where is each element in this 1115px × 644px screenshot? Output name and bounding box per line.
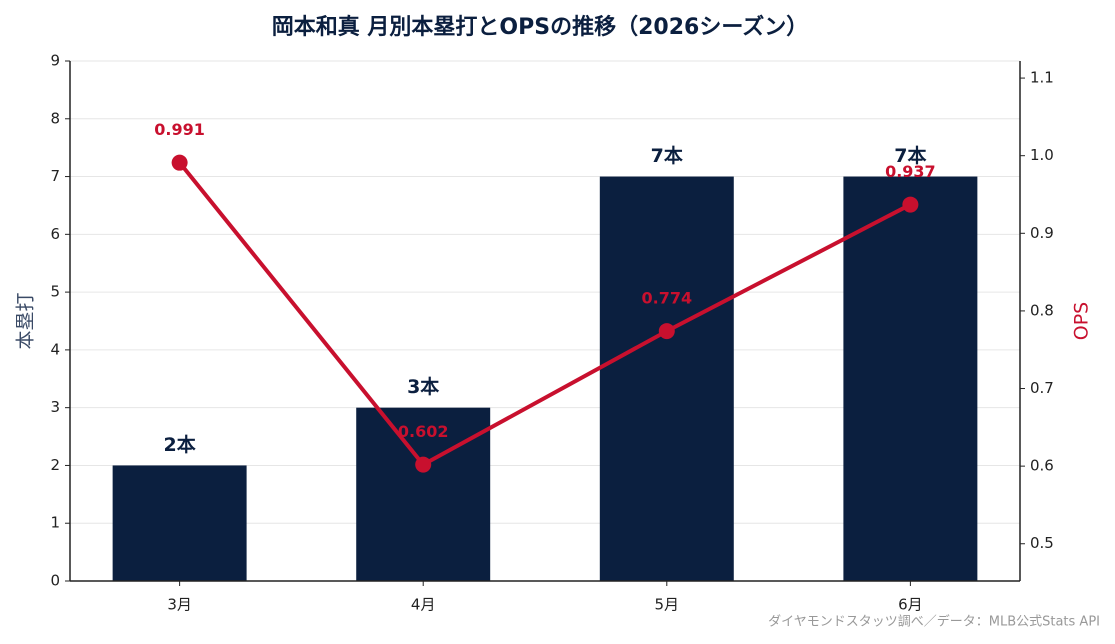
y2-tick-label: 0.5 (1030, 534, 1054, 552)
bar (112, 465, 247, 581)
x-tick-label: 3月 (167, 596, 192, 614)
bar-value-label: 7本 (651, 144, 683, 167)
ops-point (415, 456, 432, 473)
x-tick-label: 4月 (411, 596, 436, 614)
y-tick-label: 6 (50, 225, 60, 243)
bar-value-label: 2本 (163, 433, 195, 456)
y2-tick-label: 0.8 (1030, 301, 1054, 319)
bar-value-label: 3本 (407, 375, 439, 398)
bar (843, 176, 978, 582)
y2-tick-label: 0.9 (1030, 224, 1054, 242)
y2-tick-label: 1.1 (1030, 69, 1054, 87)
y-tick-label: 9 (50, 52, 60, 70)
y-tick-label: 5 (50, 283, 60, 301)
y-tick-label: 0 (50, 572, 60, 590)
y-tick-label: 4 (50, 340, 60, 358)
ops-value-label: 0.937 (885, 162, 936, 181)
bar (599, 176, 734, 582)
y-axis-label: 本塁打 (15, 292, 37, 349)
x-tick-label: 6月 (898, 596, 923, 614)
y2-tick-label: 0.6 (1030, 457, 1054, 475)
ops-value-label: 0.991 (154, 120, 205, 139)
ops-point (902, 196, 919, 213)
y2-axis-label: OPS (1071, 302, 1093, 340)
bar-value-label: 7本 (894, 144, 926, 167)
y-tick-label: 8 (50, 109, 60, 127)
y2-tick-label: 0.7 (1030, 379, 1054, 397)
ops-point (171, 154, 188, 171)
y-tick-label: 1 (50, 514, 60, 532)
ops-point (658, 323, 675, 340)
y-tick-label: 7 (50, 167, 60, 185)
y-tick-label: 2 (50, 456, 60, 474)
chart-title: 岡本和真 月別本塁打とOPSの推移（2026シーズン） (272, 14, 808, 40)
ops-line (178, 161, 912, 468)
ops-value-label: 0.602 (398, 422, 449, 441)
y2-tick-label: 1.0 (1030, 146, 1054, 164)
bar (356, 407, 491, 581)
source-note: ダイヤモンドスタッツ調べ／データ：MLB公式Stats API (768, 614, 1100, 630)
x-tick-label: 5月 (655, 596, 680, 614)
y-tick-label: 3 (50, 398, 60, 416)
ops-value-label: 0.774 (641, 289, 692, 308)
